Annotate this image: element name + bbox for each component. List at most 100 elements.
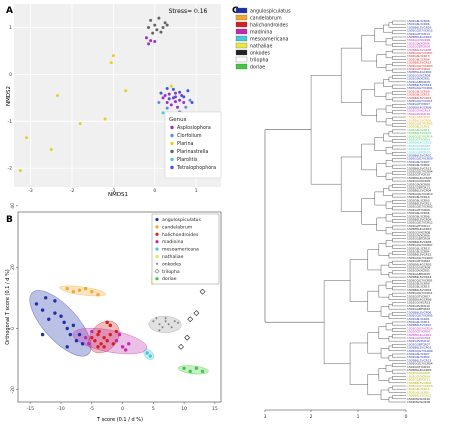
panel-a-point-plarinastrella: [163, 21, 167, 25]
panel-c-leaf-label: 1502GOVXCR08: [407, 38, 430, 42]
panel-a-point-asploslophora: [176, 105, 180, 109]
panel-b-point-angulospiculatus: [80, 342, 85, 346]
panel-c-leaf-label: 1502GGBTCR02: [407, 307, 430, 311]
panel-b-point-angulospiculatus: [40, 308, 45, 312]
panel-b-legend-label: halichondroides: [162, 232, 199, 238]
panel-a-point-plarinastrella: [151, 31, 155, 35]
panel-a-point-clorfolium: [157, 101, 161, 105]
panel-c-leaf-label: 1505GQG7VCR04: [407, 362, 433, 366]
panel-b-xtick-label: -5: [90, 406, 95, 412]
panel-b-label: B: [6, 215, 13, 225]
panel-c-leaf-label: 1505GQG7VCR07: [407, 51, 433, 55]
panel-a-point-asploslophora: [173, 91, 177, 95]
panel-c-legend-label: madinina: [250, 30, 272, 36]
panel-c-leaf-label: 1502G0VXCR10: [407, 112, 430, 116]
panel-a-stress: Stress= 0.16: [169, 8, 208, 15]
panel-a-point-plarina: [18, 169, 22, 173]
panel-b-point-halichondroides: [96, 332, 100, 337]
panel-a: A Stress= 0.16 NMDS1 NMDS2 -3 -2 -1 0 110-1-…: [6, 4, 222, 198]
panel-b-point-onkodes: *: [164, 320, 167, 326]
panel-c-leaf-label: 1502GOTYCR06: [407, 208, 430, 212]
panel-b-point-doriae: [182, 366, 186, 370]
panel-b-point-madinina: [120, 345, 125, 349]
panel-c-legend-label: trilopha: [250, 58, 269, 64]
panel-b-xtick-label: 10: [181, 406, 187, 412]
panel-b-legend-marker: [154, 268, 160, 274]
panel-c-leaf-label: 1502G6L3CR14: [407, 195, 430, 199]
panel-b-point-angulospiculatus: [34, 302, 39, 306]
panel-c-leaf-label: 1502G6L3CR09: [407, 282, 430, 286]
panel-c-leaf-label: 1505GQG7VCR10: [407, 384, 433, 388]
panel-b-point-trilopha: [199, 288, 206, 295]
panel-b-point-halichondroides: [108, 323, 112, 328]
panel-c-leaf-label: 1502G6L3CR06: [407, 19, 430, 23]
panel-c-leaf-label: 1502GGBTCR05: [407, 272, 430, 276]
panel-c-leaf-label: 1502GOTYCR10: [407, 365, 430, 369]
panel-c-leaf-label: 1505GQG7VCR09: [407, 157, 433, 161]
panel-c-leaf-label: 1502G6L3CR02: [407, 163, 430, 167]
panel-b-xlabel: T score (0.1 / d %): [96, 417, 143, 423]
panel-c-leaf-label: 1502G6L3CR03: [407, 390, 430, 394]
panel-c-leaf-label: 1502GOTYCR04: [407, 330, 430, 334]
panel-b-point-onkodes: *: [171, 326, 174, 332]
panel-a-point-tetralophophora: [186, 89, 190, 93]
panel-a-point-asploslophora: [161, 96, 165, 100]
panel-c-leaf-label: 1502MG3LCR06: [407, 400, 430, 404]
panel-a-xtick-label: -1: [111, 188, 116, 194]
panel-a-legend-marker: [170, 157, 174, 162]
panel-a-legend-title: Genus: [169, 117, 187, 123]
panel-c-axis-tick-label: 1: [357, 414, 360, 420]
panel-c-leaf-label: 1502GOVXCR09: [407, 73, 430, 77]
panel-c-leaf-label: 1505B6L5VCR14: [407, 275, 431, 279]
panel-c-leaf-label: 1505B6L5VCR04: [407, 381, 431, 385]
panel-a-point-plarina: [124, 89, 128, 93]
panel-b-point-madinina: [127, 342, 131, 346]
panel-a-point-tetralophophora: [167, 97, 171, 101]
panel-c-leaf-label: 1505B6L5VCR13: [407, 358, 431, 362]
panel-b-point-trilopha: [178, 343, 184, 350]
panel-b-points: ********** *: [34, 240, 206, 374]
panel-c-leaf-label: 1502G0VXCR08: [407, 374, 430, 378]
panel-c-leaf-label: 1502GOVXCR13: [407, 301, 430, 305]
panel-c-legend-label: doriae: [250, 65, 265, 71]
panel-a-point-clorfolium: [165, 106, 169, 110]
panel-a-ticks: -3 -2 -1 0 1 1 0 -1 -2: [8, 25, 198, 194]
panel-a-point-plarina: [103, 117, 107, 121]
panel-a-point-plarina: [49, 147, 53, 151]
panel-a-point-tetralophophora: [178, 90, 182, 94]
panel-c-legend-swatch: [235, 63, 248, 70]
panel-a-legend-marker: [170, 149, 174, 154]
panel-c-leaf-label: 1502GOTYCR07: [407, 102, 430, 106]
panel-b-point-trilopha: [193, 310, 200, 317]
panel-c-leaf-label: 1502G6L3CR06: [407, 214, 430, 218]
panel-c-axis: 3 2 1 0: [264, 409, 408, 420]
panel-b-legend-label: doriae: [162, 276, 177, 282]
panel-b-point-onkodes: *: [164, 317, 167, 323]
panel-c-leaf-label: 1502G0VXCR12: [407, 147, 430, 151]
panel-c-leaf-label: 1502G6L3CR15: [407, 93, 430, 97]
panel-c-leaf-label: 1502GGBTCR07: [407, 342, 430, 346]
panel-c-leaf-label: 1505E6L4GCR10: [407, 35, 432, 39]
panel-c-legend-label: angulospiculatus: [250, 9, 291, 15]
panel-c-leaf-label: 1502GGBTCR11: [407, 378, 430, 382]
panel-c-leaf-label: 1502GOTYCR11: [407, 224, 430, 228]
panel-b-point-angulospiculatus: [47, 317, 51, 321]
panel-c-leaf-label: 1505B6L5VCR06: [407, 118, 431, 122]
panel-b-point-angulospiculatus: [68, 332, 72, 337]
panel-a-point-plarolitis: [161, 111, 165, 115]
panel-b-legend-marker: [155, 277, 159, 281]
panel-c-leaf-label: 1502G6L3CR04: [407, 57, 430, 61]
panel-c-leaf-label: 1502GOVXCR05: [407, 371, 430, 375]
panel-a-legend-label: Clorfolium: [177, 133, 202, 139]
panel-c-leaf-label: 1502G6L3CR01: [407, 317, 430, 321]
panel-c-leaf-label: 1502G6L3CR07: [407, 160, 430, 164]
panel-b-point-trilopha: [187, 316, 194, 323]
panel-c-leaf-label: 1502GOVXCR03: [407, 144, 430, 148]
panel-b-legend-marker: [155, 247, 159, 251]
panel-b-ytick-label: 40: [10, 203, 16, 209]
panel-b-ytick-label: 0: [10, 327, 16, 330]
panel-a-ytick-label: -2: [8, 166, 13, 172]
panel-c-leaf-label: 1502GGBTCR02: [407, 115, 430, 119]
panel-b-point-angulospiculatus: [40, 332, 45, 337]
